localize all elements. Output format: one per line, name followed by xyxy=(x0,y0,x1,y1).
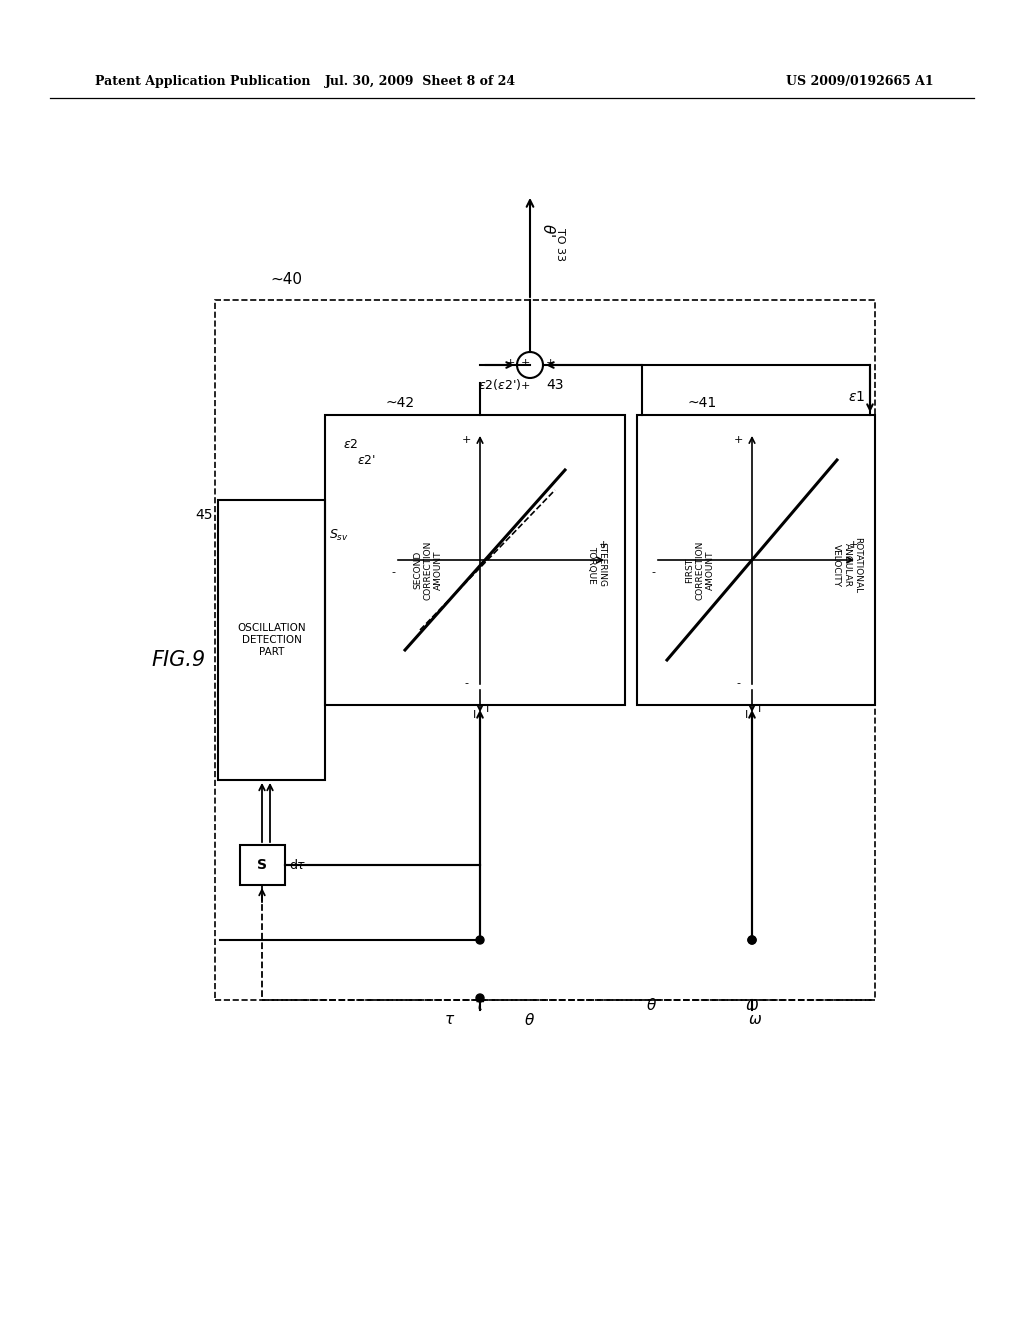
Text: +: + xyxy=(520,358,529,368)
Text: $\tau$: $\tau$ xyxy=(474,998,485,1012)
Text: +: + xyxy=(598,540,607,550)
Text: +: + xyxy=(462,436,471,445)
Circle shape xyxy=(476,936,484,944)
Text: $\varepsilon$2($\varepsilon$2'): $\varepsilon$2($\varepsilon$2') xyxy=(478,378,522,392)
Text: $\omega$: $\omega$ xyxy=(748,1012,762,1027)
Text: US 2009/0192665 A1: US 2009/0192665 A1 xyxy=(786,75,934,88)
Bar xyxy=(637,414,874,705)
Text: -: - xyxy=(464,678,468,688)
Text: -: - xyxy=(391,568,395,577)
Text: OSCILLATION
DETECTION
PART: OSCILLATION DETECTION PART xyxy=(238,623,306,656)
Text: $\varepsilon$2: $\varepsilon$2 xyxy=(343,438,358,451)
Text: 43: 43 xyxy=(546,378,563,392)
Text: ~41: ~41 xyxy=(687,396,717,411)
Text: ROTATIONAL
ANGULAR
VELOCITY: ROTATIONAL ANGULAR VELOCITY xyxy=(833,537,862,593)
Bar xyxy=(240,845,285,884)
Text: $\varepsilon$1: $\varepsilon$1 xyxy=(849,389,865,404)
Circle shape xyxy=(748,936,756,944)
Bar xyxy=(325,414,625,705)
Text: I: I xyxy=(473,710,476,719)
Text: $\omega$: $\omega$ xyxy=(744,998,759,1012)
Text: SECOND
CORRECTION
AMOUNT: SECOND CORRECTION AMOUNT xyxy=(413,540,443,599)
Text: STEERING
TORQUE: STEERING TORQUE xyxy=(588,543,606,587)
Text: I: I xyxy=(486,704,489,714)
Text: TO 33: TO 33 xyxy=(555,228,565,261)
Text: 45: 45 xyxy=(196,508,213,521)
Text: $\varepsilon$2': $\varepsilon$2' xyxy=(357,454,376,466)
Text: +: + xyxy=(520,381,529,391)
Text: +: + xyxy=(546,358,555,368)
Text: $\theta$: $\theta$ xyxy=(646,997,657,1012)
Text: +: + xyxy=(733,436,742,445)
Circle shape xyxy=(476,994,484,1002)
Text: FIRST
CORRECTION
AMOUNT: FIRST CORRECTION AMOUNT xyxy=(685,540,715,599)
Text: S: S xyxy=(257,858,267,873)
Bar xyxy=(218,500,325,780)
Text: ~40: ~40 xyxy=(270,272,302,288)
Text: d$\tau$: d$\tau$ xyxy=(289,858,306,873)
Text: I: I xyxy=(758,704,761,714)
Text: -: - xyxy=(736,678,740,688)
Text: Jul. 30, 2009  Sheet 8 of 24: Jul. 30, 2009 Sheet 8 of 24 xyxy=(325,75,515,88)
Text: +: + xyxy=(848,540,858,550)
Circle shape xyxy=(748,936,756,944)
Bar xyxy=(215,300,874,1001)
Text: $\tau$: $\tau$ xyxy=(444,1012,456,1027)
Text: $\theta$: $\theta$ xyxy=(524,1012,536,1028)
Text: -: - xyxy=(651,568,655,577)
Text: FIG.9: FIG.9 xyxy=(151,649,205,671)
Text: +: + xyxy=(505,358,515,368)
Text: I: I xyxy=(745,710,749,719)
Text: ~42: ~42 xyxy=(385,396,415,411)
Text: $S_{sv}$: $S_{sv}$ xyxy=(329,528,349,543)
Text: $\theta$': $\theta$' xyxy=(540,223,556,238)
Text: Patent Application Publication: Patent Application Publication xyxy=(95,75,310,88)
